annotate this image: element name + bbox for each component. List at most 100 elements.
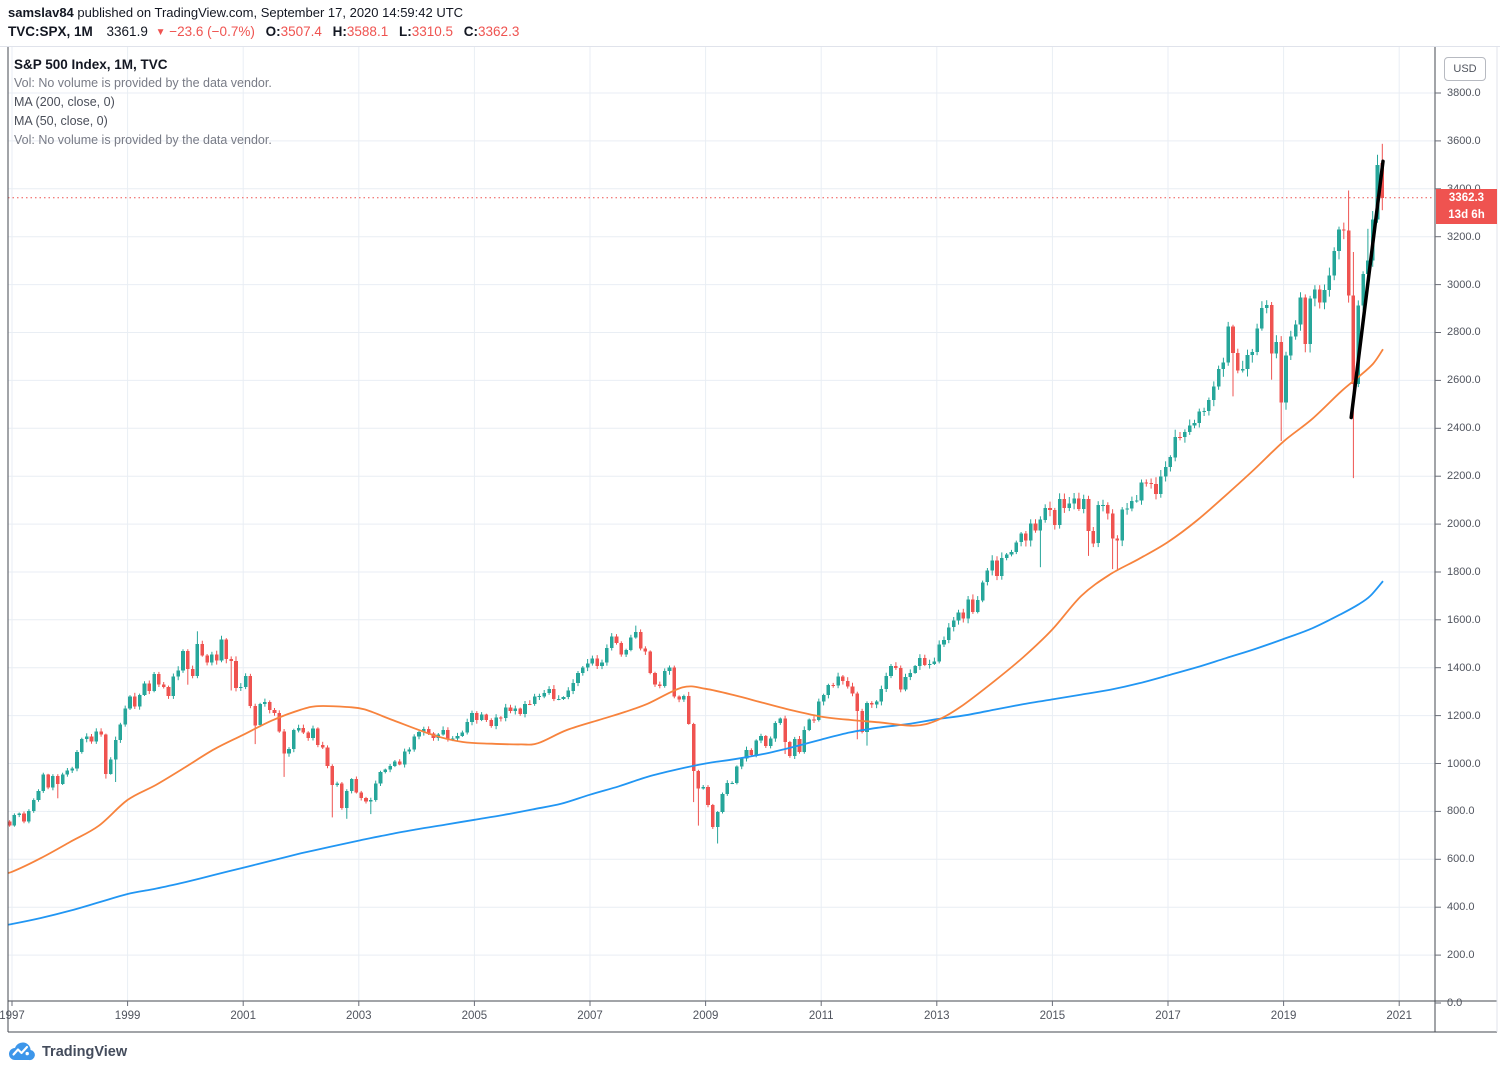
candle-body xyxy=(1221,362,1226,369)
candle-body xyxy=(234,660,238,689)
legend-symbol-title[interactable]: S&P 500 Index, 1M, TVC xyxy=(14,57,168,72)
candle-body xyxy=(84,736,89,740)
price-axis-label: 800.0 xyxy=(1447,805,1475,818)
candle-body xyxy=(768,738,773,746)
candle-body xyxy=(402,751,407,765)
candle-body xyxy=(648,651,652,673)
candle-body xyxy=(831,685,835,687)
plot-area[interactable] xyxy=(0,47,1435,1001)
candle-body xyxy=(296,728,301,731)
price-axis-label: 0.0 xyxy=(1447,997,1463,1009)
price-axis-label: 1200.0 xyxy=(1447,709,1481,722)
candle-body xyxy=(1038,519,1043,531)
candle-body xyxy=(248,675,253,707)
candle-body xyxy=(691,723,696,771)
candle-body xyxy=(826,685,831,695)
candle-body xyxy=(1332,250,1336,276)
time-axis-label: 1999 xyxy=(114,1010,141,1022)
currency-toggle-button[interactable]: USD xyxy=(1444,57,1486,81)
candle-body xyxy=(653,672,657,685)
candle-body xyxy=(108,759,113,774)
price-axis-label: 2400.0 xyxy=(1447,422,1481,435)
candle-body xyxy=(253,706,257,726)
candle-body xyxy=(1226,326,1230,363)
price-axis-label: 2800.0 xyxy=(1447,326,1481,339)
candle-body xyxy=(850,686,855,694)
candle-body xyxy=(537,696,542,698)
candle-body xyxy=(870,702,874,705)
candle-body xyxy=(243,675,248,687)
candle-body xyxy=(292,730,296,750)
candle-body xyxy=(301,728,306,733)
candle-body xyxy=(807,719,811,730)
time-axis-label: 2003 xyxy=(346,1010,372,1022)
candle-body xyxy=(176,670,180,677)
candle-body xyxy=(263,702,267,704)
candle-body xyxy=(1091,530,1096,544)
candle-body xyxy=(643,648,648,652)
candle-body xyxy=(956,612,961,621)
candle-body xyxy=(662,671,667,687)
time-axis-label: 2017 xyxy=(1155,1010,1181,1022)
trend-line-drawing[interactable] xyxy=(1349,159,1385,420)
candle-body xyxy=(499,717,503,719)
high-value: 3588.1 xyxy=(346,24,389,39)
ma200-line xyxy=(8,580,1384,926)
candle-body xyxy=(1202,411,1206,412)
candle-body xyxy=(638,632,643,649)
candle-body xyxy=(17,813,21,815)
candle-body xyxy=(1212,386,1216,400)
candle-body xyxy=(918,657,922,666)
candle-body xyxy=(1077,498,1081,509)
candle-body xyxy=(778,718,783,723)
candle-body xyxy=(455,736,460,739)
legend-ma50[interactable]: MA (50, close, 0) xyxy=(14,114,108,128)
candle-body xyxy=(788,742,792,757)
candle-body xyxy=(417,732,421,737)
candle-body xyxy=(316,728,320,746)
candle-body xyxy=(128,696,132,709)
candle-body xyxy=(971,599,975,612)
candle-body xyxy=(884,675,888,689)
candle-body xyxy=(75,751,79,769)
candle-body xyxy=(460,732,465,736)
candle-body xyxy=(744,749,749,759)
candle-body xyxy=(282,731,286,754)
low-label: L: xyxy=(398,24,412,39)
candle-body xyxy=(1062,498,1067,508)
time-axis-label: 2011 xyxy=(808,1010,834,1022)
candle-body xyxy=(181,651,185,671)
legend-ma200[interactable]: MA (200, close, 0) xyxy=(14,95,115,109)
candle-body xyxy=(195,644,200,676)
candle-body xyxy=(190,669,195,676)
change-down-icon: ▼ xyxy=(155,27,166,38)
candle-body xyxy=(3,822,7,835)
time-axis-label: 1997 xyxy=(0,1010,25,1022)
candle-body xyxy=(41,774,46,791)
candle-body xyxy=(325,747,330,766)
candle-body xyxy=(1009,551,1014,555)
candle-body xyxy=(581,667,585,673)
candle-body xyxy=(576,673,580,684)
candle-body xyxy=(388,765,392,770)
time-axis-label: 2019 xyxy=(1270,1010,1297,1022)
candle-body xyxy=(205,655,209,663)
candle-body xyxy=(147,683,152,692)
candle-body xyxy=(947,627,951,641)
time-axis-label: 2015 xyxy=(1039,1010,1066,1022)
candle-body xyxy=(345,790,349,808)
tradingview-logo-text: TradingView xyxy=(42,1043,128,1060)
price-axis-label: 600.0 xyxy=(1447,853,1475,866)
candle-body xyxy=(1279,342,1283,403)
candle-body xyxy=(696,771,701,789)
candle-body xyxy=(210,654,214,663)
price-axis-label: 1400.0 xyxy=(1447,661,1481,674)
candle-body xyxy=(1322,290,1327,303)
tradingview-logo[interactable]: TradingView xyxy=(8,1042,127,1061)
candle-body xyxy=(1106,504,1110,514)
candle-body xyxy=(1067,503,1072,508)
bar-countdown-badge: 13d 6h xyxy=(1436,207,1497,224)
candle-body xyxy=(171,676,176,696)
